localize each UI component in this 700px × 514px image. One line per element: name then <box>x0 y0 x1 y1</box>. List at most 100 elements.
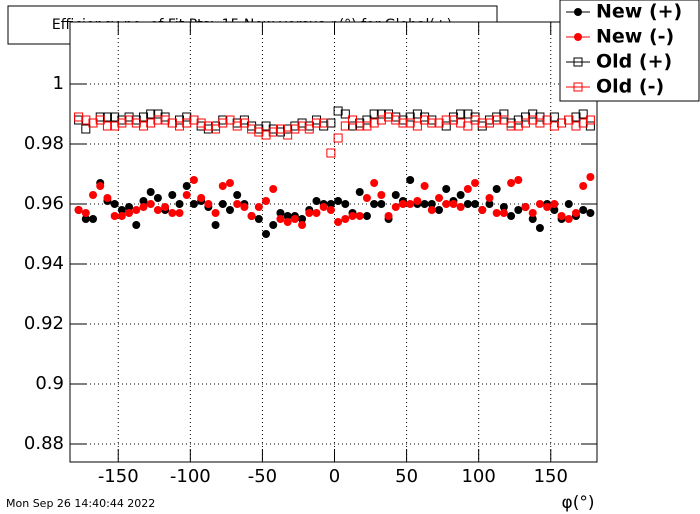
point <box>254 203 263 211</box>
x-tick-label: -100 <box>170 466 211 487</box>
point <box>463 200 472 208</box>
point <box>153 115 163 125</box>
legend-marker <box>574 8 582 16</box>
x-tick-label: 50 <box>395 466 418 487</box>
point <box>161 203 170 211</box>
point <box>117 118 127 128</box>
point <box>377 191 386 199</box>
point <box>326 148 336 158</box>
point <box>391 203 400 211</box>
point <box>499 115 509 125</box>
point <box>204 200 213 208</box>
point <box>304 124 314 134</box>
point <box>585 115 595 125</box>
timestamp: Mon Sep 26 14:40:44 2022 <box>6 497 155 510</box>
point <box>578 118 588 128</box>
plot-border <box>69 21 598 463</box>
point <box>167 118 177 128</box>
point <box>369 118 379 128</box>
point <box>427 118 437 128</box>
point <box>261 121 271 131</box>
point <box>585 121 595 131</box>
x-axis-label: φ(°) <box>562 493 595 513</box>
point <box>405 112 415 122</box>
point <box>160 115 170 125</box>
point <box>370 200 379 208</box>
point <box>442 185 451 193</box>
point <box>146 109 156 119</box>
y-tick-label: 0.98 <box>24 133 64 154</box>
point <box>290 215 299 223</box>
legend-marker <box>574 33 582 41</box>
point <box>182 182 191 190</box>
point <box>521 112 531 122</box>
point <box>175 115 185 125</box>
point <box>412 121 422 131</box>
point <box>362 121 372 131</box>
point <box>81 115 91 125</box>
point <box>513 115 523 125</box>
point <box>456 203 465 211</box>
point <box>521 118 531 128</box>
point <box>102 112 112 122</box>
point <box>506 121 516 131</box>
point <box>290 124 300 134</box>
plot-frame <box>70 22 597 462</box>
point <box>492 185 501 193</box>
point <box>326 118 336 128</box>
point <box>571 209 580 217</box>
point <box>95 115 105 125</box>
point <box>485 194 494 202</box>
point <box>131 118 141 128</box>
point <box>340 121 350 131</box>
point <box>311 118 321 128</box>
point <box>578 109 588 119</box>
point <box>240 203 249 211</box>
point <box>232 121 242 131</box>
point <box>247 212 256 220</box>
point <box>398 118 408 128</box>
point <box>81 124 91 134</box>
point <box>225 179 234 187</box>
point <box>182 118 192 128</box>
legend-label: New (+) <box>596 1 682 23</box>
point <box>579 206 588 214</box>
point <box>542 115 552 125</box>
point <box>333 133 343 143</box>
point <box>484 118 494 128</box>
point <box>449 200 458 208</box>
point <box>384 112 394 122</box>
point <box>117 212 126 220</box>
point <box>283 212 292 220</box>
point <box>189 115 199 125</box>
point <box>528 115 538 125</box>
point <box>89 191 98 199</box>
point <box>196 118 206 128</box>
point <box>146 188 155 196</box>
point <box>103 194 112 202</box>
point <box>74 206 83 214</box>
point <box>319 203 328 211</box>
point <box>168 191 177 199</box>
legend <box>559 0 700 102</box>
point <box>405 118 415 128</box>
point <box>442 200 451 208</box>
point <box>441 121 451 131</box>
point <box>564 115 574 125</box>
point <box>197 194 206 202</box>
point <box>262 230 271 238</box>
point <box>261 130 271 140</box>
point <box>326 206 335 214</box>
point <box>254 215 263 223</box>
point <box>535 118 545 128</box>
point <box>81 209 90 217</box>
point <box>203 121 213 131</box>
point <box>275 124 285 134</box>
point <box>139 197 148 205</box>
y-tick-label: 1 <box>53 73 64 94</box>
point <box>74 112 84 122</box>
point <box>298 215 307 223</box>
point <box>564 200 573 208</box>
point <box>153 206 162 214</box>
